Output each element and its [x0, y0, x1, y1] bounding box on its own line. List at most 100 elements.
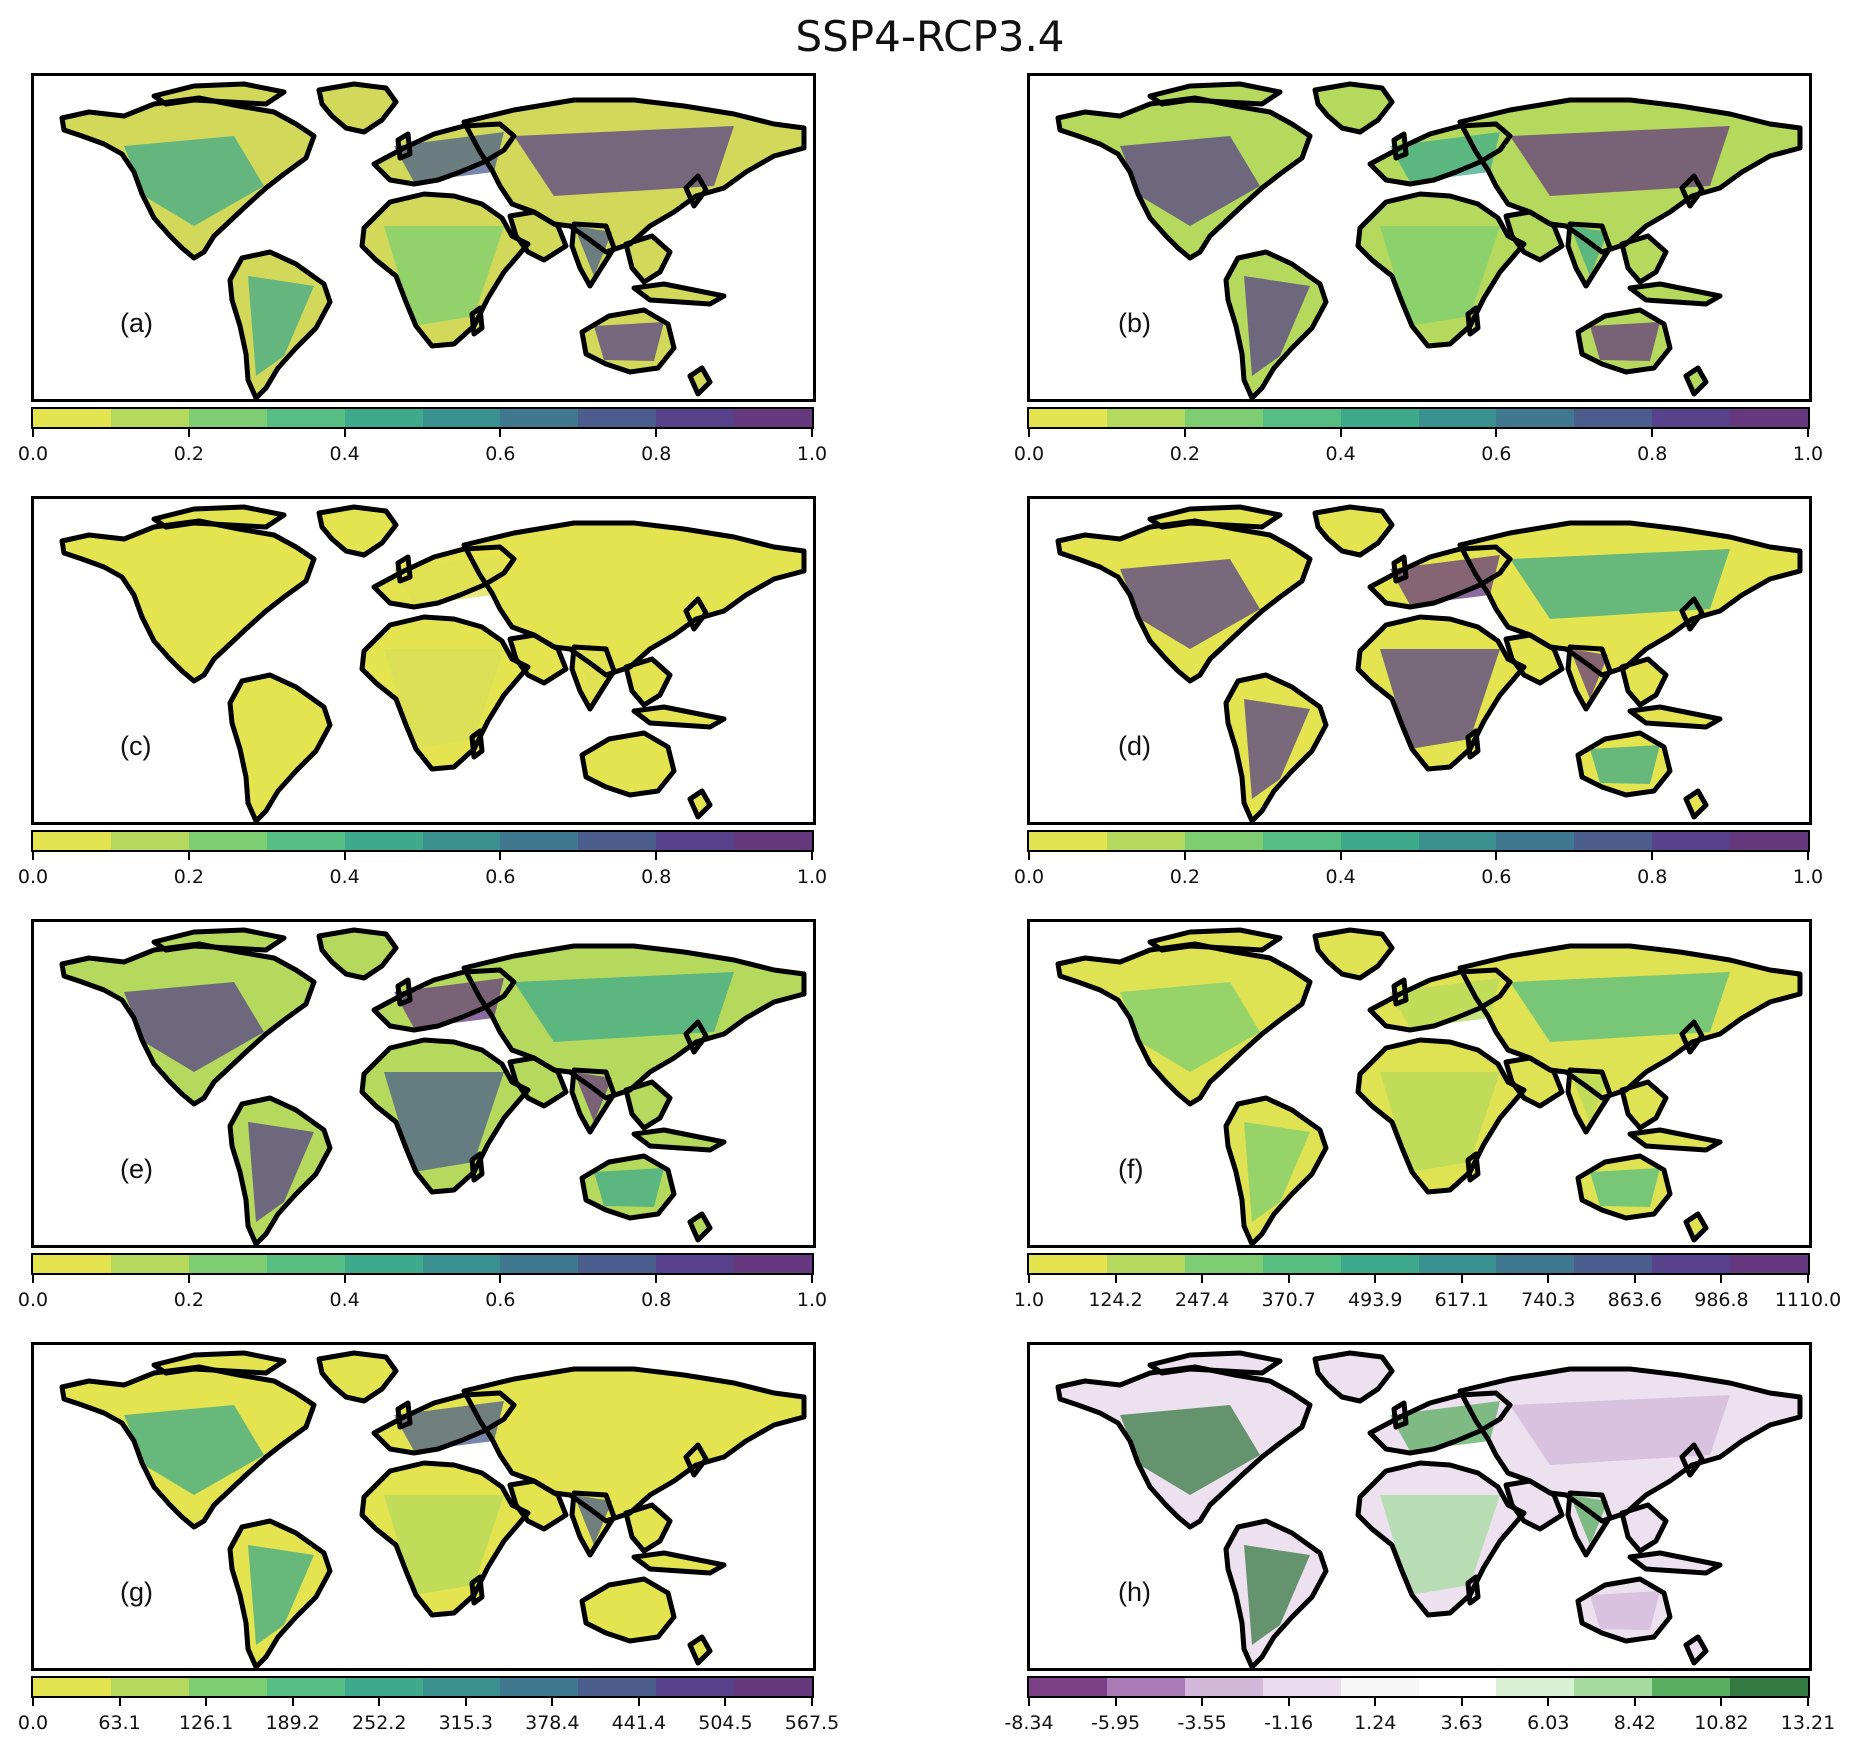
tick-label: 247.4 — [1174, 1289, 1230, 1311]
colorbar-segment — [1496, 1678, 1575, 1696]
coastline — [1679, 596, 1705, 632]
map-panel: (e) 0.0 0.2 0.4 0.6 0.8 1.0 — [18, 919, 827, 1339]
tick-label: 0.4 — [329, 1289, 360, 1311]
data-region — [1510, 549, 1730, 619]
tick-mark — [1720, 1698, 1723, 1706]
coastline — [227, 249, 333, 399]
panel-label: (a) — [120, 308, 153, 338]
tick-mark — [637, 1698, 640, 1706]
tick-mark — [811, 429, 813, 437]
tick-label: 0.6 — [485, 1289, 516, 1311]
data-region — [1120, 559, 1260, 649]
colorbar-segment — [1574, 832, 1653, 850]
tick-label: -5.95 — [1090, 1712, 1141, 1734]
coastline — [1575, 307, 1673, 375]
panel-label: (g) — [120, 1577, 153, 1607]
coastline — [1627, 1550, 1723, 1576]
tick-label: -3.55 — [1177, 1712, 1227, 1734]
tick-label: 1.0 — [1792, 443, 1824, 465]
colorbar-segment — [1184, 1678, 1263, 1696]
coastline — [316, 504, 399, 558]
tick-label: 1.0 — [796, 1289, 828, 1311]
figure-title: SSP4-RCP3.4 — [795, 12, 1065, 61]
colorbar-segment — [110, 409, 189, 427]
coastline — [151, 504, 287, 530]
coastline — [1391, 977, 1409, 1007]
data-region — [384, 1072, 504, 1172]
coastline — [1391, 1400, 1409, 1430]
coastline — [395, 1400, 413, 1430]
tick-label: 1.0 — [1013, 1289, 1045, 1311]
tick-mark — [1183, 852, 1186, 860]
colorbar-segment — [734, 409, 813, 427]
tick-label: 0.2 — [1169, 866, 1200, 888]
colorbar-segment — [422, 832, 501, 850]
colorbar — [31, 830, 814, 852]
coastline — [1565, 644, 1613, 712]
data-region — [1590, 745, 1660, 784]
data-region — [1510, 126, 1730, 196]
colorbar-segment — [1106, 409, 1185, 427]
tick-label: 441.4 — [611, 1712, 667, 1734]
world-map — [31, 496, 816, 825]
coastline — [1223, 249, 1329, 399]
coastline — [1679, 1442, 1705, 1478]
map-panel: (c) 0.0 0.2 0.4 0.6 0.8 1.0 — [18, 496, 827, 916]
tick-mark — [343, 1275, 346, 1283]
coastline — [151, 1350, 287, 1376]
colorbar-segment — [1262, 409, 1341, 427]
world-map — [1027, 919, 1812, 1248]
coastline — [1465, 728, 1481, 760]
colorbar-segment — [33, 1678, 111, 1696]
colorbar-segment — [1730, 409, 1809, 427]
coastline — [359, 1460, 531, 1618]
tick-label: 740.3 — [1521, 1289, 1576, 1311]
colorbar-segment — [1652, 832, 1731, 850]
coastline — [569, 644, 617, 712]
tick-mark — [551, 1698, 554, 1706]
tick-mark — [32, 429, 34, 437]
colorbar-segment — [578, 1255, 657, 1273]
coastline — [1355, 614, 1527, 772]
tick-mark — [1547, 1698, 1550, 1706]
coastline — [227, 1095, 333, 1245]
tick-mark — [655, 852, 658, 860]
coastline — [1679, 1019, 1705, 1055]
data-region — [384, 226, 504, 326]
coastline — [1503, 632, 1565, 686]
map-panel: (b) 0.0 0.2 0.4 0.6 0.8 1.0 — [1014, 73, 1823, 493]
tick-mark — [378, 1698, 381, 1706]
tick-label: 0.0 — [1013, 443, 1045, 465]
coastline — [1679, 173, 1705, 209]
coastline — [227, 672, 333, 822]
colorbar-segment — [266, 832, 345, 850]
coastline — [371, 544, 517, 610]
coastline — [683, 1442, 709, 1478]
colorbar-segment — [500, 1255, 579, 1273]
colorbar-ticks: 0.0 0.2 0.4 0.6 0.8 1.0 — [1014, 429, 1823, 469]
colorbar-segment — [656, 1255, 735, 1273]
map-canvas — [1055, 504, 1803, 822]
panel-label: (d) — [1118, 731, 1151, 761]
tick-label: 0.0 — [17, 1289, 49, 1311]
colorbar-segment — [344, 1678, 423, 1696]
colorbar-segment — [1262, 1678, 1341, 1696]
coastline — [683, 596, 709, 632]
tick-label: 986.8 — [1694, 1289, 1749, 1311]
coastline — [687, 365, 713, 397]
coastline — [1367, 121, 1513, 187]
coastline — [461, 943, 807, 1101]
colorbar — [1027, 830, 1810, 852]
tick-label: 0.8 — [641, 443, 672, 465]
tick-label: 0.8 — [1637, 866, 1668, 888]
coastline — [507, 209, 569, 263]
coastline — [1575, 730, 1673, 798]
coastline — [1503, 1478, 1565, 1532]
tick-mark — [1460, 1275, 1463, 1283]
tick-mark — [1028, 429, 1030, 437]
coastline — [1457, 1366, 1803, 1524]
coastline — [1683, 1211, 1709, 1243]
tick-mark — [1028, 1275, 1030, 1283]
colorbar-ticks: 0.0 0.2 0.4 0.6 0.8 1.0 — [18, 852, 827, 892]
data-region — [1244, 276, 1310, 376]
